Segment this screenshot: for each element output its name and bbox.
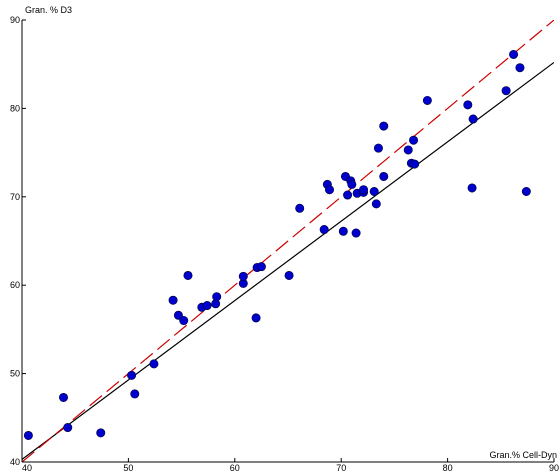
identity-line <box>22 20 554 462</box>
y-tick-label: 70 <box>10 192 20 202</box>
data-point <box>373 143 383 153</box>
data-point <box>409 135 419 145</box>
data-point <box>343 190 353 200</box>
data-point <box>351 228 361 238</box>
y-tick-label: 90 <box>10 15 20 25</box>
data-point <box>63 423 73 433</box>
x-tick-label: 60 <box>230 463 240 472</box>
fit-lines <box>22 20 554 462</box>
y-tick-label: 50 <box>10 369 20 379</box>
data-point <box>468 114 478 124</box>
data-point <box>509 49 519 59</box>
x-tick-label: 50 <box>123 463 133 472</box>
data-point <box>515 63 525 73</box>
data-point <box>179 316 189 326</box>
data-point <box>149 359 159 369</box>
data-point <box>319 225 329 235</box>
data-point <box>127 370 137 380</box>
x-tick-label: 70 <box>336 463 346 472</box>
y-tick-label: 60 <box>10 280 20 290</box>
data-point <box>168 295 178 305</box>
data-point <box>23 430 33 440</box>
data-point <box>96 428 106 438</box>
data-point <box>501 86 511 96</box>
data-point <box>58 392 68 402</box>
data-point <box>295 203 305 213</box>
y-tick-label: 80 <box>10 103 20 113</box>
x-tick-label: 80 <box>443 463 453 472</box>
data-points <box>23 49 531 440</box>
data-point <box>521 186 531 196</box>
x-axis-ticks: 40 50 60 70 80 90 <box>21 458 559 472</box>
data-point <box>379 121 389 131</box>
data-point <box>130 389 140 399</box>
data-point <box>202 301 212 311</box>
data-point <box>410 159 420 169</box>
y-tick-label: 40 <box>10 457 20 467</box>
data-point <box>463 100 473 110</box>
data-point <box>467 183 477 193</box>
data-point <box>256 262 266 272</box>
data-point <box>403 145 413 155</box>
data-point <box>251 313 261 323</box>
data-point <box>338 226 348 236</box>
y-axis-title: Gran. % D3 <box>25 5 72 15</box>
data-point <box>422 95 432 105</box>
data-point <box>183 270 193 280</box>
data-point <box>379 171 389 181</box>
data-point <box>359 185 369 195</box>
data-point <box>369 186 379 196</box>
x-tick-label: 90 <box>549 463 559 472</box>
x-tick-label: 40 <box>22 463 32 472</box>
data-point <box>371 199 381 209</box>
data-point <box>173 310 183 320</box>
data-point <box>324 185 334 195</box>
data-point <box>284 270 294 280</box>
data-point <box>212 292 222 302</box>
x-axis-title: Gran.% Cell-Dyn <box>489 450 557 460</box>
data-point <box>238 271 248 281</box>
data-point <box>347 179 357 189</box>
y-axis-ticks: 40 50 60 70 80 90 <box>10 15 26 467</box>
regression-line <box>22 61 554 460</box>
